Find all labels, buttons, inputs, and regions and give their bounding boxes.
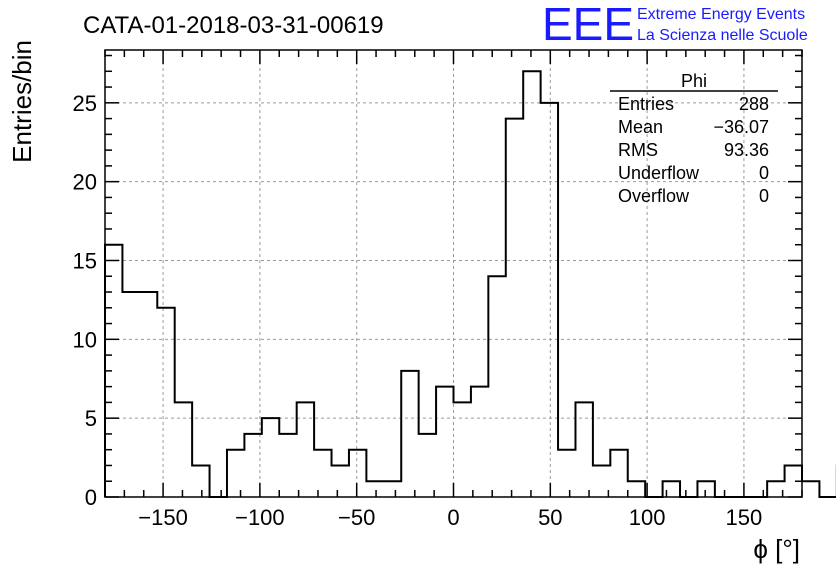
stats-label-rms: RMS (618, 140, 658, 160)
stats-box: Phi Entries 288 Mean −36.07 RMS 93.36 Un… (610, 71, 778, 206)
x-tick-label: −150 (138, 505, 188, 530)
y-tick-label: 5 (85, 406, 97, 431)
chart-title: CATA-01-2018-03-31-00619 (83, 12, 384, 39)
axis-ticks (104, 50, 803, 498)
stats-label-underflow: Underflow (618, 163, 700, 183)
histogram-bin (558, 450, 575, 497)
histogram-bin (297, 402, 314, 497)
y-tick-label: 10 (73, 327, 97, 352)
x-tick-label: 0 (447, 505, 459, 530)
histogram-bin (157, 308, 174, 497)
histogram-bin (663, 481, 680, 497)
x-tick-label: 150 (726, 505, 763, 530)
x-tick-label: 100 (629, 505, 666, 530)
histogram-bin (122, 292, 139, 497)
y-tick-labels: 0 5 10 15 20 25 (73, 91, 97, 510)
histogram-bin (384, 481, 401, 497)
histogram-bin (436, 387, 453, 497)
x-tick-labels: −150 −100 −50 0 50 100 150 (138, 505, 762, 530)
stats-label-mean: Mean (618, 117, 663, 137)
y-tick-label: 0 (85, 485, 97, 510)
histogram-bin (279, 434, 296, 497)
histogram-bin (262, 418, 279, 497)
y-tick-label: 15 (73, 248, 97, 273)
stats-value-mean: −36.07 (713, 117, 769, 137)
stats-title: Phi (681, 71, 707, 91)
histogram-bin (523, 71, 540, 497)
histogram-bin (366, 481, 383, 497)
histogram-bin (697, 481, 714, 497)
logo-mark: EEE (542, 0, 634, 50)
grid (105, 50, 802, 497)
x-axis-title: ϕ [°] (753, 534, 800, 564)
histogram-bin (575, 402, 592, 497)
histogram-bin (610, 450, 627, 497)
histogram-bin (488, 276, 505, 497)
stats-value-rms: 93.36 (724, 140, 769, 160)
x-tick-label: 50 (538, 505, 562, 530)
histogram-bin (471, 387, 488, 497)
y-tick-label: 20 (73, 170, 97, 195)
histogram-bin (802, 481, 819, 497)
y-axis-title: Entries/bin (7, 40, 37, 163)
histogram-bin (349, 450, 366, 497)
histogram-bin (401, 371, 418, 497)
logo: EEE Extreme Energy Events La Scienza nel… (542, 0, 808, 50)
histogram-bin (175, 402, 192, 497)
stats-value-overflow: 0 (759, 186, 769, 206)
histogram-bin (314, 450, 331, 497)
histogram-bin (227, 450, 244, 497)
histogram-bin (541, 103, 558, 497)
histogram-bin (454, 402, 471, 497)
histogram-bin (192, 465, 209, 497)
x-tick-label: −100 (235, 505, 285, 530)
logo-line2: La Scienza nelle Scuole (637, 27, 808, 44)
x-tick-label: −50 (338, 505, 375, 530)
logo-line1: Extreme Energy Events (637, 6, 805, 23)
histogram-bin (506, 119, 523, 497)
histogram-bin (140, 292, 157, 497)
y-tick-label: 25 (73, 91, 97, 116)
histogram-bin (419, 434, 436, 497)
stats-label-entries: Entries (618, 94, 674, 114)
stats-value-entries: 288 (739, 94, 769, 114)
stats-value-underflow: 0 (759, 163, 769, 183)
histogram-bin (628, 481, 645, 497)
stats-label-overflow: Overflow (618, 186, 690, 206)
histogram-bin (332, 465, 349, 497)
